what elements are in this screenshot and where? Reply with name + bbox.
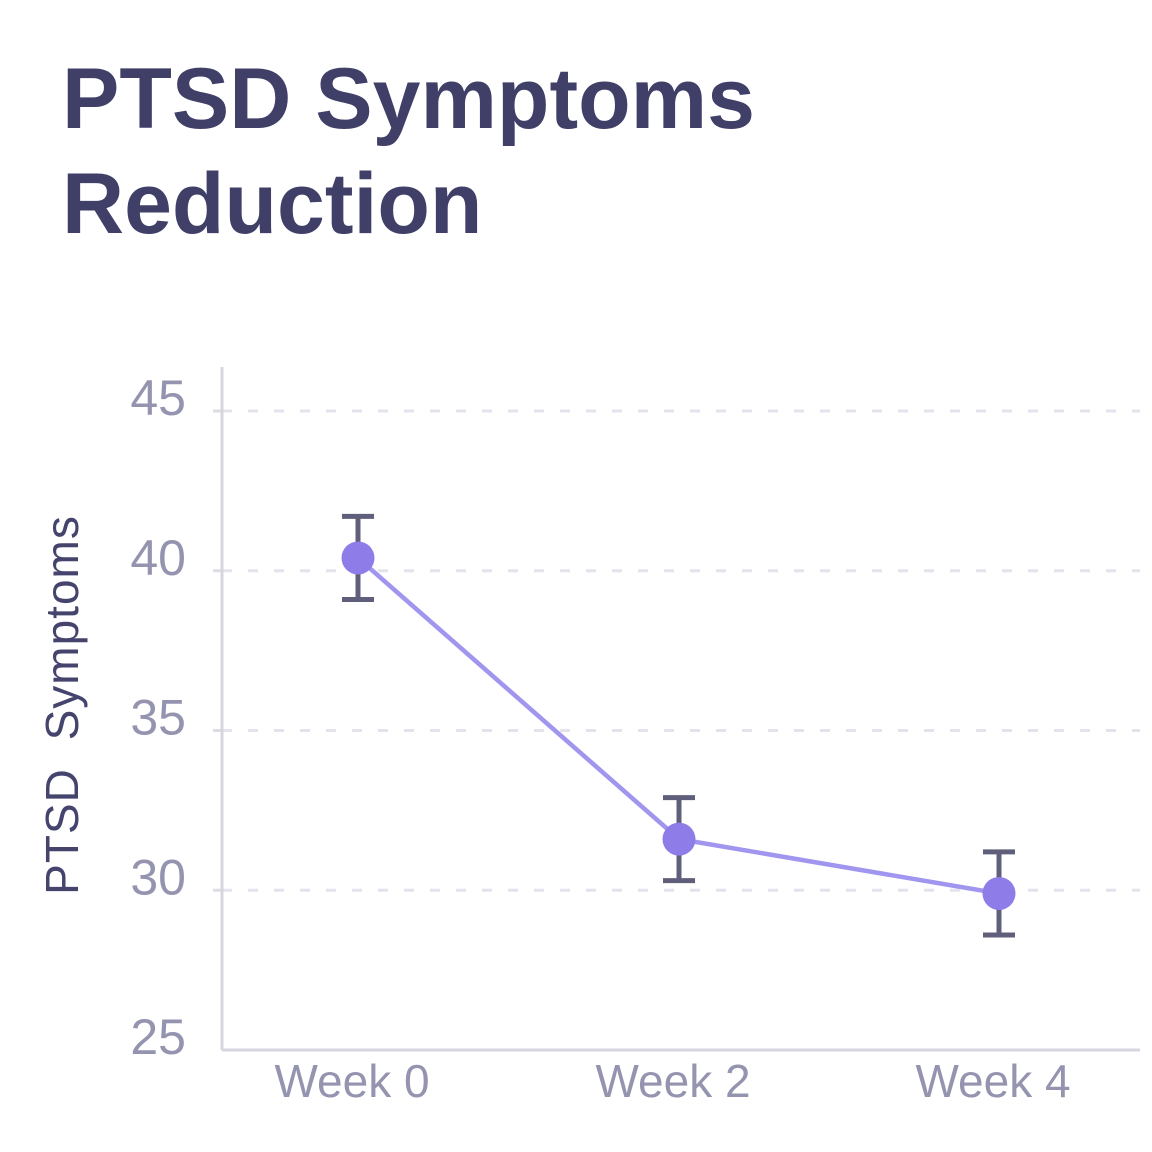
y-axis-label: PTSD Symptoms (36, 515, 88, 895)
x-tick-label: Week 2 (595, 1055, 750, 1107)
chart-title: PTSD Symptoms Reduction (62, 51, 755, 252)
x-tick-label: Week 4 (915, 1055, 1070, 1107)
data-point-week-2 (662, 822, 696, 856)
data-point-week-4 (982, 876, 1016, 910)
y-tick-label: 35 (130, 690, 186, 746)
y-tick-label: 25 (130, 1009, 186, 1065)
data-point-week-0 (341, 541, 375, 575)
x-tick-label: Week 0 (274, 1055, 429, 1107)
y-tick-label: 45 (130, 370, 186, 426)
y-tick-label: 30 (130, 849, 186, 905)
y-tick-label: 40 (130, 530, 186, 586)
